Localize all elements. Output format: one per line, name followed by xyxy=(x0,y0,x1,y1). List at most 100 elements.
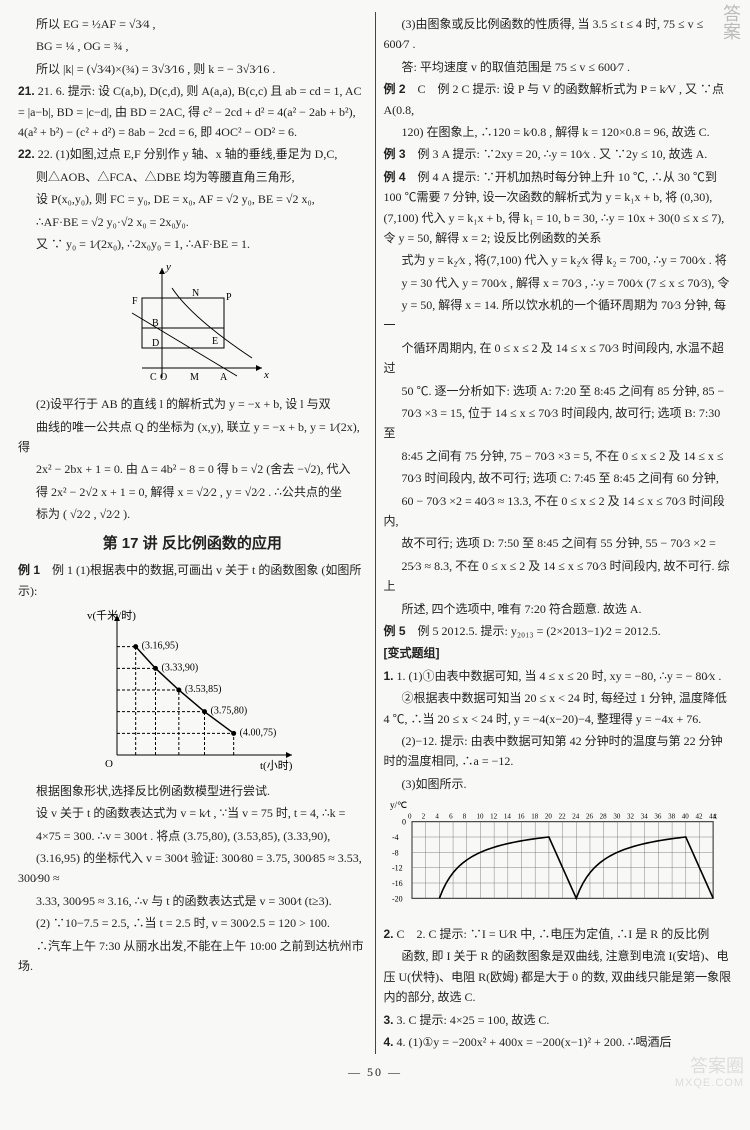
svg-text:t(小时): t(小时) xyxy=(260,759,293,772)
svg-text:16: 16 xyxy=(517,813,525,821)
svg-text:(3.53,85): (3.53,85) xyxy=(185,684,222,695)
text-line: 曲线的唯一公共点 Q 的坐标为 (x,y), 联立 y = −x + b, y … xyxy=(18,417,367,458)
svg-text:0: 0 xyxy=(408,813,412,821)
text-line: 1. 1. (1)①由表中数据可知, 当 4 ≤ x ≤ 20 时, xy = … xyxy=(384,666,733,686)
svg-text:30: 30 xyxy=(613,813,621,821)
figure-vt-chart: v(千米/时) t(小时) O (3.16,95) (3.33,90) (3.53,85)… xyxy=(18,605,367,775)
svg-text:40: 40 xyxy=(682,813,690,821)
svg-text:-8: -8 xyxy=(392,848,399,857)
watermark-domain: MXQE.COM xyxy=(675,1077,744,1089)
svg-text:y: y xyxy=(165,261,171,273)
text-line: 25⁄3 ≈ 8.3, 不在 0 ≤ x ≤ 2 及 14 ≤ x ≤ 70⁄3… xyxy=(384,556,733,597)
watermark-cn: 答案圈 xyxy=(675,1057,744,1077)
svg-text:(3.33,90): (3.33,90) xyxy=(162,662,199,673)
text-line: 所述, 四个选项中, 唯有 7:20 符合题意. 故选 A. xyxy=(384,599,733,619)
watermark: 答案圈 MXQE.COM xyxy=(675,1057,744,1089)
text-line: 所以 EG = ½AF = √3⁄4 , xyxy=(18,14,367,34)
text-line: 故不可行; 选项 D: 7:50 至 8:45 之间有 55 分钟, 55 − … xyxy=(384,533,733,553)
svg-text:24: 24 xyxy=(572,813,580,821)
svg-text:D: D xyxy=(152,338,159,349)
svg-text:N: N xyxy=(192,288,199,299)
text-line: 设 v 关于 t 的函数表达式为 v = k⁄t , ∵当 v = 75 时, … xyxy=(18,803,367,823)
text-line: ∴AF·BE = √2 y₀·√2 x₀ = 2x₀y₀. xyxy=(18,212,367,232)
text: 1. (1)①由表中数据可知, 当 4 ≤ x ≤ 20 时, xy = −80… xyxy=(397,669,722,683)
text-line: 4. 4. (1)①y = −200x² + 400x = −200(x−1)²… xyxy=(384,1032,733,1052)
text-line: y = 50, 解得 x = 14. 所以饮水机的一个循环周期为 70⁄3 分钟… xyxy=(384,295,733,336)
text-line: y = 30 代入 y = 700⁄x , 解得 x = 70⁄3 , ∴y =… xyxy=(384,273,733,293)
svg-text:0: 0 xyxy=(402,818,406,827)
text-line: 答: 平均速度 v 的取值范围是 75 ≤ v ≤ 600⁄7 . xyxy=(384,57,733,77)
right-column: (3)由图象或反比例函数的性质得, 当 3.5 ≤ t ≤ 4 时, 75 ≤ … xyxy=(376,12,741,1054)
svg-text:x: x xyxy=(713,812,717,821)
svg-text:38: 38 xyxy=(668,813,676,821)
text-line: 2x² − 2bx + 1 = 0. 由 Δ = 4b² − 8 = 0 得 b… xyxy=(18,459,367,479)
text-line: 50 ℃. 逐一分析如下: 选项 A: 7:20 至 8:45 之间有 85 分… xyxy=(384,381,733,401)
section-title: 第 17 讲 反比例函数的应用 xyxy=(18,531,367,557)
text-line: 70⁄3 时间段内, 故不可行; 选项 C: 7:45 至 8:45 之间有 6… xyxy=(384,468,733,488)
text-line: 例 5 例 5 2012.5. 提示: y₂₀₁₃ = (2×2013−1)⁄2… xyxy=(384,621,733,641)
svg-text:32: 32 xyxy=(627,813,635,821)
svg-text:-16: -16 xyxy=(392,879,403,888)
text-line: 4×75 = 300. ∴v = 300⁄t . 将点 (3.75,80), (… xyxy=(18,826,367,846)
svg-text:(3.75,80): (3.75,80) xyxy=(211,706,248,717)
page-columns: 所以 EG = ½AF = √3⁄4 , BG = ¼ , OG = ¾ , 所… xyxy=(10,12,740,1054)
text-line: 21. 21. 6. 提示: 设 C(a,b), D(c,d), 则 A(a,a… xyxy=(18,81,367,142)
text-line: 例 1 例 1 (1)根据表中的数据,可画出 v 关于 t 的函数图象 (如图所… xyxy=(18,560,367,601)
svg-text:-4: -4 xyxy=(392,833,399,842)
svg-text:6: 6 xyxy=(449,813,453,821)
svg-text:(3.16,95): (3.16,95) xyxy=(142,641,179,652)
svg-text:y/℃: y/℃ xyxy=(390,800,407,810)
text-line: 标为 ( √2⁄2 , √2⁄2 ). xyxy=(18,504,367,524)
svg-text:12: 12 xyxy=(490,813,498,821)
text: 2. C 提示: ∵I = U⁄R 中, ∴电压为定值, ∴I 是 R 的反比例 xyxy=(417,927,710,941)
svg-text:M: M xyxy=(190,372,199,383)
text-line: 又 ∵ y₀ = 1⁄(2x₀), ∴2x₀y₀ = 1, ∴AF·BE = 1… xyxy=(18,234,367,254)
figure-temp-chart: 0246810121416182022242628303234363840424… xyxy=(384,798,733,918)
svg-text:18: 18 xyxy=(531,813,539,821)
text-line: 设 P(x₀,y₀), 则 FC = y₀, DE = x₀, AF = √2 … xyxy=(18,189,367,209)
text-line: ②根据表中数据可知当 20 ≤ x < 24 时, 每经过 1 分钟, 温度降低… xyxy=(384,688,733,729)
text-line: ∴汽车上午 7:30 从丽水出发,不能在上午 10:00 之前到达杭州市场. xyxy=(18,936,367,977)
corner-mark: 答案 xyxy=(715,4,746,40)
svg-text:8: 8 xyxy=(463,813,467,821)
text: 例 1 (1)根据表中的数据,可画出 v 关于 t 的函数图象 (如图所示): xyxy=(18,563,361,597)
text-line: (2) ∵10−7.5 = 2.5, ∴当 t = 2.5 时, v = 300… xyxy=(18,913,367,933)
text-line: 22. 22. (1)如图,过点 E,F 分别作 y 轴、x 轴的垂线,垂足为 … xyxy=(18,144,367,164)
left-column: 所以 EG = ½AF = √3⁄4 , BG = ¼ , OG = ¾ , 所… xyxy=(10,12,376,1054)
svg-text:O: O xyxy=(160,372,167,383)
text-line: (3.16,95) 的坐标代入 v = 300⁄t 验证: 300⁄80 = 3… xyxy=(18,848,367,889)
text-line: 得 2x² − 2√2 x + 1 = 0, 解得 x = √2⁄2 , y =… xyxy=(18,482,367,502)
svg-text:28: 28 xyxy=(599,813,607,821)
text-line: 60 − 70⁄3 ×2 = 40⁄3 ≈ 13.3, 不在 0 ≤ x ≤ 2… xyxy=(384,491,733,532)
svg-text:26: 26 xyxy=(586,813,594,821)
text: 4. (1)①y = −200x² + 400x = −200(x−1)² + … xyxy=(397,1035,672,1049)
text: 22. (1)如图,过点 E,F 分别作 y 轴、x 轴的垂线,垂足为 D,C, xyxy=(38,147,338,161)
text-line: 70⁄3 ×3 = 15, 位于 14 ≤ x ≤ 70⁄3 时间段内, 故可行… xyxy=(384,403,733,444)
text: 例 2 C 提示: 设 P 与 V 的函数解析式为 P = k⁄V , 又 ∵点… xyxy=(384,82,725,116)
svg-text:2: 2 xyxy=(421,813,425,821)
svg-text:P: P xyxy=(226,292,232,303)
text: 例 3 A 提示: ∵2xy = 20, ∴y = 10⁄x . 又 ∵2y ≤… xyxy=(418,147,708,161)
svg-text:34: 34 xyxy=(640,813,648,821)
text: 例 5 2012.5. 提示: y₂₀₁₃ = (2×2013−1)⁄2 = 2… xyxy=(418,624,661,638)
text-line: 所以 |k| = (√3⁄4)×(¾) = 3√3⁄16 , 则 k = − 3… xyxy=(18,59,367,79)
text-line: 3. 3. C 提示: 4×25 = 100, 故选 C. xyxy=(384,1010,733,1030)
svg-text:O: O xyxy=(105,758,113,770)
text-line: (3)如图所示. xyxy=(384,774,733,794)
svg-text:14: 14 xyxy=(504,813,512,821)
text: 例 4 A 提示: ∵开机加热时每分钟上升 10 ℃, ∴从 30 ℃到 100… xyxy=(384,170,725,245)
svg-text:x: x xyxy=(263,369,269,381)
svg-text:(4.00,75): (4.00,75) xyxy=(240,727,277,738)
svg-text:20: 20 xyxy=(545,813,553,821)
text-line: 根据图象形状,选择反比例函数模型进行尝试. xyxy=(18,781,367,801)
text-line: 例 4 例 4 A 提示: ∵开机加热时每分钟上升 10 ℃, ∴从 30 ℃到… xyxy=(384,167,733,249)
text-line: (2)设平行于 AB 的直线 l 的解析式为 y = −x + b, 设 l 与… xyxy=(18,394,367,414)
text-line: 例 2 C 例 2 C 提示: 设 P 与 V 的函数解析式为 P = k⁄V … xyxy=(384,79,733,120)
text: 21. 6. 提示: 设 C(a,b), D(c,d), 则 A(a,a), B… xyxy=(18,84,361,139)
svg-text:B: B xyxy=(152,318,159,329)
text-line: 个循环周期内, 在 0 ≤ x ≤ 2 及 14 ≤ x ≤ 70⁄3 时间段内… xyxy=(384,338,733,379)
text-line: 则△AOB、△FCA、△DBE 均为等腰直角三角形, xyxy=(18,167,367,187)
text-line: 函数, 即 I 关于 R 的函数图象是双曲线, 注意到电流 I(安培)、电压 U… xyxy=(384,946,733,1007)
svg-text:v(千米/时): v(千米/时) xyxy=(87,609,136,622)
text-line: 式为 y = k₂⁄x , 将(7,100) 代入 y = k₂⁄x 得 k₂ … xyxy=(384,250,733,270)
